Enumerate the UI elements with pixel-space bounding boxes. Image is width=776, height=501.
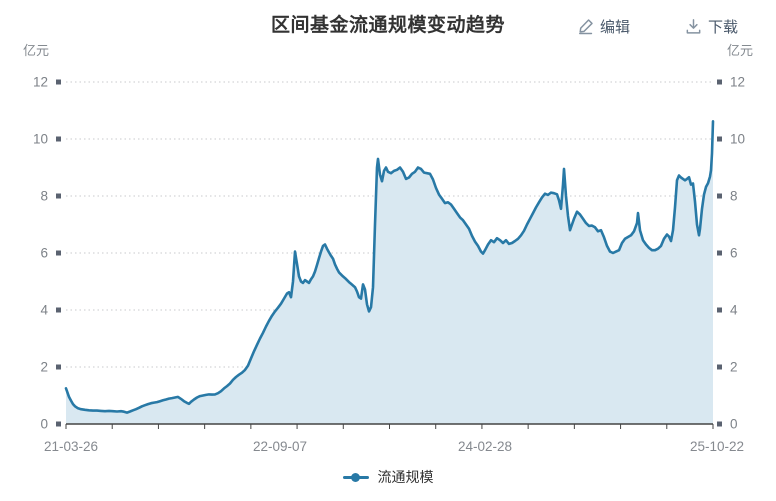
x-tick-label: 24-02-28 [458, 439, 512, 454]
y-tick-label-right: 6 [730, 246, 738, 261]
y-tick-square-right [717, 79, 722, 85]
y-tick-label-right: 0 [730, 417, 738, 432]
y-tick-square-left [56, 421, 61, 427]
y-tick-square-right [717, 364, 722, 370]
y-tick-square-left [56, 79, 61, 85]
y-tick-square-right [717, 421, 722, 427]
y-axis-unit-right: 亿元 [726, 43, 753, 58]
y-tick-square-right [717, 250, 722, 256]
series-line[interactable] [64, 120, 715, 414]
area-fill [66, 121, 713, 425]
y-tick-label-right: 12 [730, 75, 745, 90]
y-tick-label-right: 8 [730, 189, 738, 204]
y-tick-square-right [717, 193, 722, 199]
edit-button-label: 编辑 [599, 19, 630, 36]
y-tick-label-right: 10 [730, 132, 745, 147]
y-tick-label-left: 2 [40, 360, 48, 375]
y-tick-square-left [56, 136, 61, 142]
edit-pencil-icon [577, 18, 594, 35]
download-button[interactable]: 下载 [685, 16, 738, 37]
y-tick-label-left: 6 [40, 246, 48, 261]
y-tick-label-right: 2 [730, 360, 738, 375]
download-button-label: 下载 [707, 19, 738, 36]
y-tick-square-right [717, 136, 722, 142]
y-tick-square-left [56, 250, 61, 256]
x-tick-label: 22-09-07 [253, 439, 307, 454]
y-axis-unit-left: 亿元 [23, 43, 50, 58]
x-tick-label: 21-03-26 [44, 439, 98, 454]
y-tick-square-left [56, 364, 61, 370]
edit-button[interactable]: 编辑 [577, 16, 630, 37]
legend-label: 流通规模 [377, 469, 434, 485]
legend-item-series[interactable]: 流通规模 [0, 467, 776, 487]
y-tick-square-left [56, 307, 61, 313]
y-tick-label-left: 4 [40, 303, 48, 318]
x-tick-label: 25-10-22 [690, 439, 744, 454]
y-tick-label-left: 0 [40, 417, 48, 432]
y-tick-label-left: 12 [33, 75, 48, 90]
legend-line-marker [342, 472, 369, 482]
y-tick-label-right: 4 [730, 303, 738, 318]
download-icon [685, 18, 702, 35]
y-tick-square-right [717, 307, 722, 313]
chart-title: 区间基金流通规模变动趋势 [270, 15, 505, 36]
y-tick-square-left [56, 193, 61, 199]
y-tick-label-left: 8 [40, 189, 48, 204]
y-tick-label-left: 10 [33, 132, 48, 147]
